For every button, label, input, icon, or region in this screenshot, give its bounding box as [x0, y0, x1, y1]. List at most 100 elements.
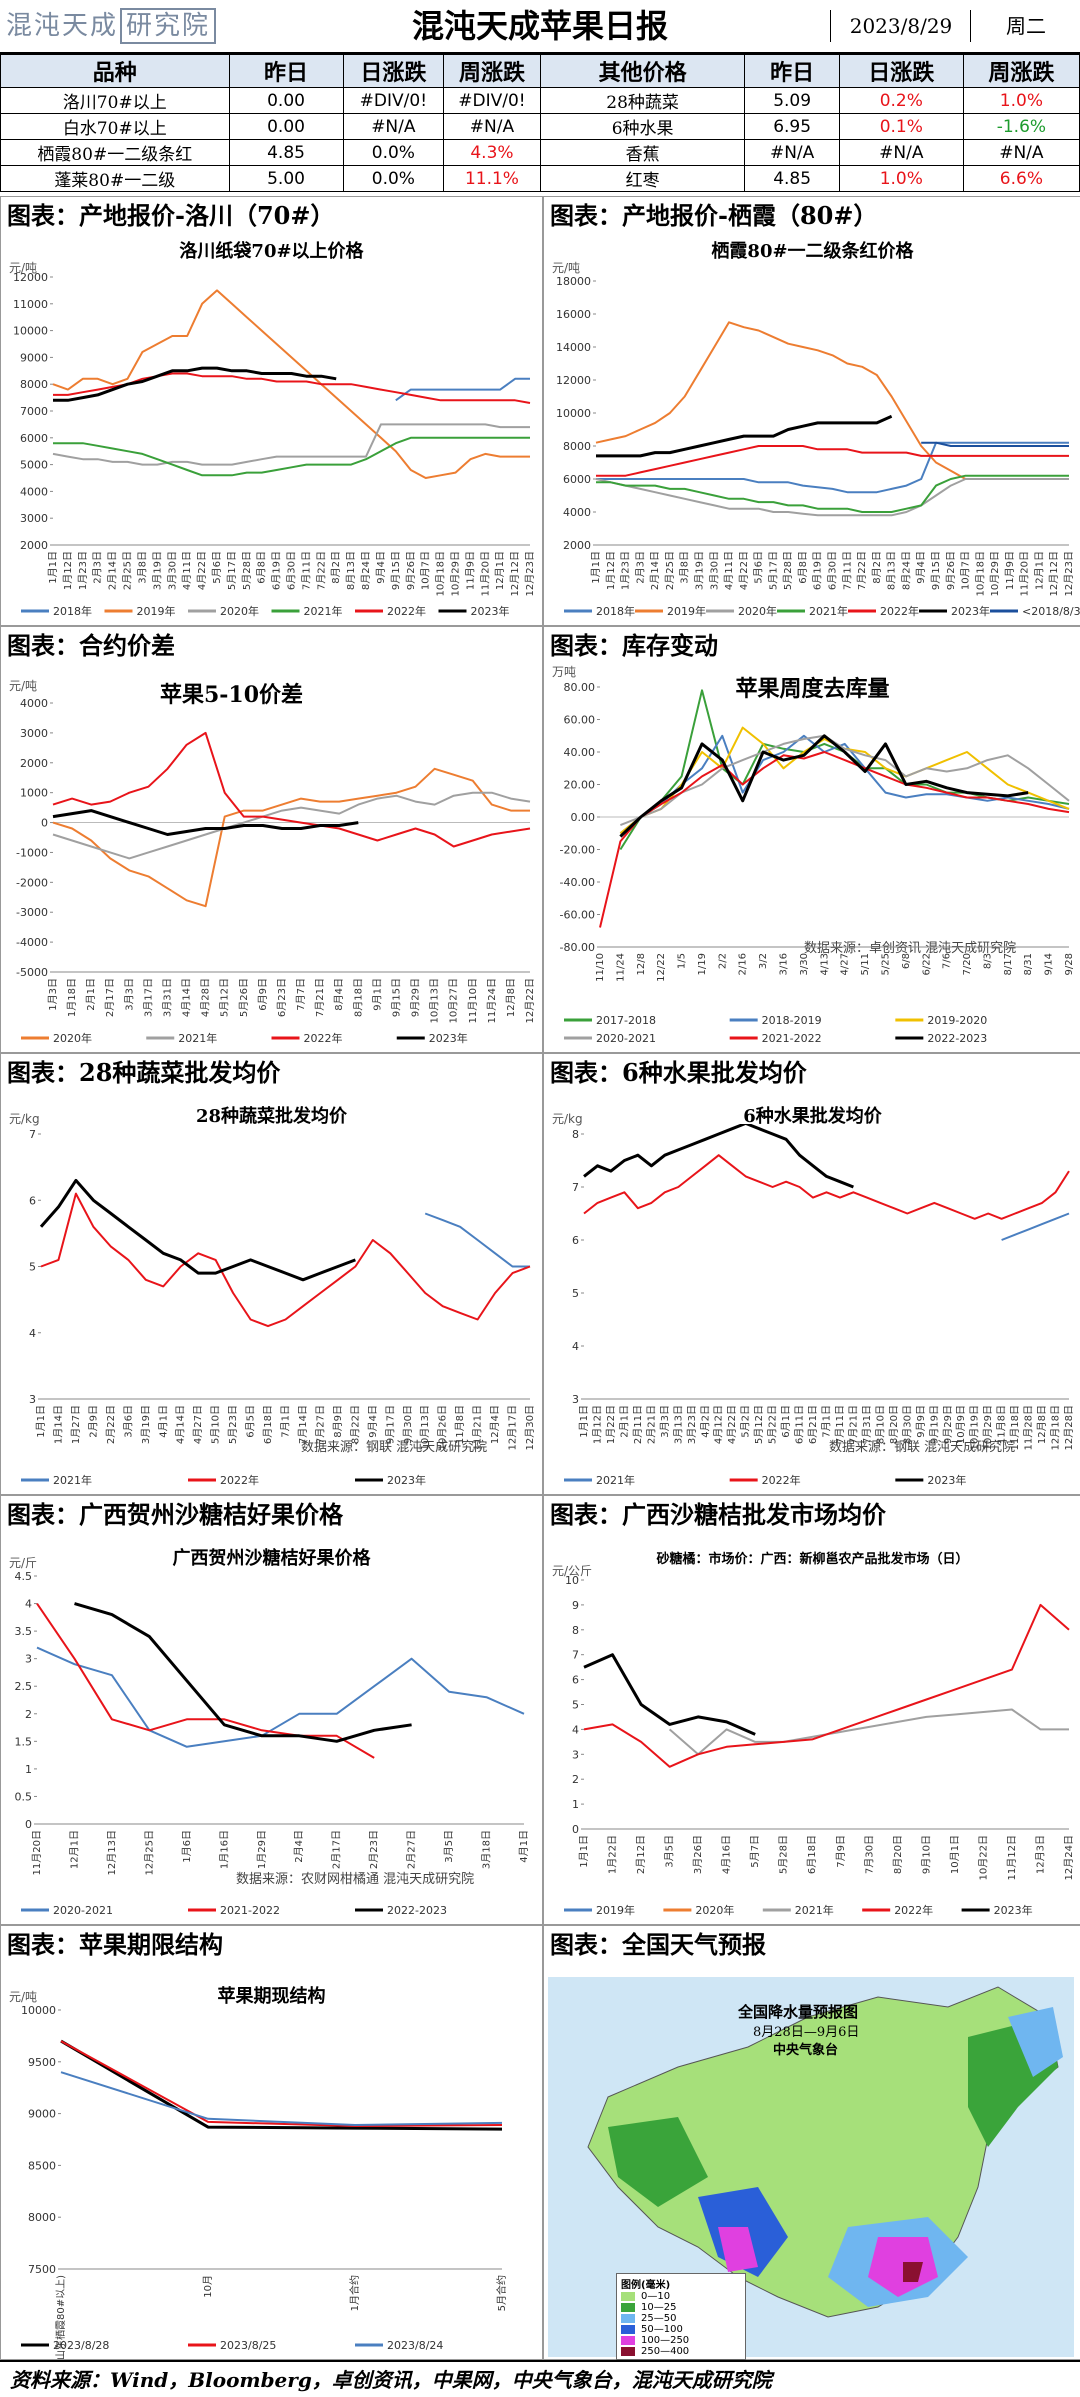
y-tick-label: 9000 [28, 2108, 56, 2121]
price-row: 蓬莱80#一二级 5.00 0.0% 11.1% 红枣 4.85 1.0% 6.6% [0, 165, 1080, 192]
x-tick-label: 7月9日 [835, 1835, 847, 1868]
report-date: 2023/8/29 [830, 10, 971, 42]
chart-title: 洛川纸袋70#以上价格 [179, 241, 364, 262]
price-table: 品种 昨日 日涨跌 周涨跌 其他价格 昨日 日涨跌 周涨跌 洛川70#以上 0.0… [0, 54, 1080, 192]
x-tick-label: 3月23日 [686, 1405, 698, 1444]
cell-weekly-change: 4.3% [443, 139, 541, 166]
x-tick-label: 12月24日 [1063, 1835, 1075, 1880]
y-tick-label: 8000 [563, 440, 591, 453]
map-legend-label: 100—250 [641, 2335, 690, 2346]
x-tick-label: 4月11日 [723, 551, 735, 590]
x-tick-label: 1月12日 [62, 551, 74, 590]
y-tick-label: -80.00 [560, 941, 595, 954]
company-logo: 混沌天成 研究院 [6, 6, 252, 46]
x-tick-label: 11月21日 [472, 1405, 484, 1450]
axis-unit: 元/吨 [9, 679, 38, 693]
x-tick-label: 6月1日 [780, 1405, 792, 1438]
x-tick-label: 9月30日 [402, 1405, 414, 1444]
y-tick-label: 9500 [28, 2056, 56, 2069]
x-tick-label: 8月4日 [333, 978, 345, 1011]
x-tick-label: 2月11日 [632, 1405, 644, 1444]
x-tick-label: 12月1日 [68, 1830, 80, 1869]
y-tick-label: 8000 [28, 2211, 56, 2224]
x-tick-label: 3/30 [799, 953, 810, 975]
x-tick-label: 8月18日 [352, 978, 364, 1017]
x-tick-label: 1月16日 [218, 1830, 230, 1869]
series-line [583, 1603, 1070, 1768]
col-header-other-prices: 其他价格 [539, 54, 746, 88]
x-tick-label: 12月17日 [507, 1405, 519, 1450]
x-tick-label: 6月19日 [271, 551, 283, 590]
cell-variety: 蓬莱80#一二级 [0, 165, 230, 192]
y-tick-label: -3000 [16, 906, 48, 919]
cell-other-yesterday: 5.09 [744, 87, 840, 114]
map-legend-title: 图例(毫米) [621, 2280, 671, 2291]
series-line [921, 441, 1069, 447]
x-tick-label: 2月12日 [635, 1835, 647, 1874]
y-tick-label: 12000 [13, 271, 48, 284]
map-title: 全国降水量预报图 [738, 2003, 859, 2021]
x-tick-label: 8/3 [982, 953, 993, 969]
x-tick-label: 9月19日 [928, 1405, 940, 1444]
y-tick-label: 60.00 [564, 714, 596, 727]
x-tick-label: 5月6日 [753, 551, 765, 584]
x-tick-label: 12月12日 [509, 551, 521, 596]
x-tick-label: 3月19日 [140, 1405, 152, 1444]
panel-title: 图表：苹果期限结构 [7, 1930, 223, 1959]
x-tick-label: 10月22日 [977, 1835, 989, 1880]
legend-label: 2021年 [596, 1473, 635, 1487]
legend-label: 2019年 [137, 604, 176, 618]
x-tick-label: 10月29日 [989, 551, 1001, 596]
series-line [52, 289, 530, 479]
legend-label: 2020年 [738, 604, 777, 618]
panel-vegetables: 图表：28种蔬菜批发均价 28种蔬菜批发均价 元/kg 数据来源：钢联 混沌天成… [0, 1053, 543, 1495]
price-row: 洛川70#以上 0.00 #DIV/0! #DIV/0! 28种蔬菜 5.09 0.2% 1.… [0, 87, 1080, 114]
x-tick-label: 1月合约 [348, 2275, 361, 2311]
series-line [74, 1602, 412, 1743]
y-tick-label: 8 [572, 1128, 579, 1141]
x-tick-label: 10月1日 [949, 1835, 961, 1874]
x-tick-label: 1月1日 [578, 1405, 590, 1438]
x-tick-label: 7月21日 [314, 978, 326, 1017]
panel-luochuan-price: 图表：产地报价-洛川（70#） 洛川纸袋70#以上价格 元/吨 2000 3000… [0, 196, 543, 626]
series-line [596, 474, 1069, 513]
x-tick-label: 12月3日 [1034, 1835, 1046, 1874]
data-source: 数据来源：农财网柑橘通 混沌天成研究院 [236, 1872, 475, 1887]
cell-other-weekly: #N/A [962, 139, 1080, 166]
x-tick-label: 11/24 [615, 953, 626, 982]
axis-unit: 元/斤 [9, 1556, 38, 1570]
y-tick-label: 2000 [563, 539, 591, 552]
x-tick-label: 6月18日 [262, 1405, 274, 1444]
x-tick-label: 9月15日 [930, 551, 942, 590]
chart-inventory: -80.00 -60.00 -40.00 -20.00 0.00 20.00 40.00 60… [560, 681, 1075, 1045]
col-header-yesterday: 昨日 [228, 54, 344, 88]
legend-label: 2023年 [429, 1031, 468, 1045]
x-tick-label: 8月2日 [871, 551, 883, 584]
x-tick-label: 5月28日 [778, 1835, 790, 1874]
series-line [60, 2039, 503, 2131]
report-title: 混沌天成苹果日报 [411, 7, 668, 45]
x-tick-label: 7月11日 [300, 551, 312, 590]
x-tick-label: 8月22日 [349, 1405, 361, 1444]
x-tick-label: 8月24日 [900, 551, 912, 590]
y-tick-label: -20.00 [560, 844, 595, 857]
x-tick-label: 8月30日 [901, 1405, 913, 1444]
x-tick-label: 11月20日 [479, 551, 491, 596]
x-tick-label: 2月23日 [368, 1830, 380, 1869]
panel-title: 图表：产地报价-栖霞（80#） [550, 201, 878, 230]
x-tick-label: 12/22 [656, 953, 667, 982]
x-tick-label: 1月12日 [591, 1405, 603, 1444]
map-legend-swatch [621, 2324, 635, 2334]
cell-weekly-change: #N/A [443, 113, 541, 140]
map-legend-swatch [621, 2313, 635, 2323]
x-tick-label: 7月1日 [280, 1405, 292, 1438]
cell-other-daily: 0.2% [838, 87, 964, 114]
y-tick-label: 1 [25, 1763, 32, 1776]
map-legend-swatch [621, 2302, 635, 2312]
cell-other-weekly: 6.6% [962, 165, 1080, 192]
x-tick-label: 8月10日 [874, 1405, 886, 1444]
y-tick-label: 5 [29, 1261, 36, 1274]
cell-daily-change: #N/A [342, 113, 445, 140]
x-tick-label: 9月10日 [920, 1835, 932, 1874]
x-tick-label: 1/19 [697, 953, 708, 975]
